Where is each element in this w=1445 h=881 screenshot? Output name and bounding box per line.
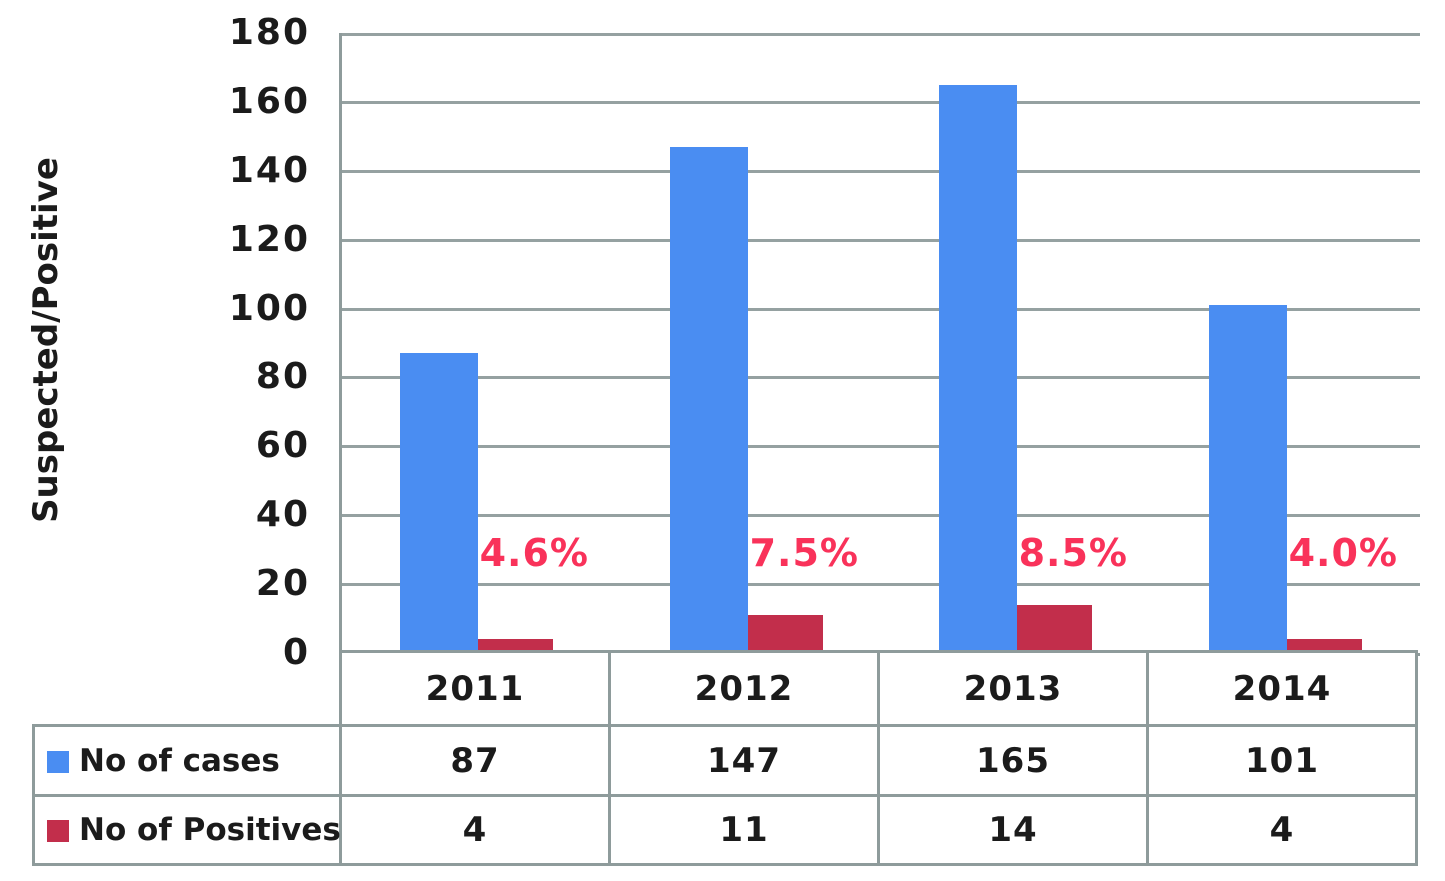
y-axis-title: Suspected/Positive xyxy=(26,157,66,523)
gridline xyxy=(342,514,1420,517)
bar-no-of-cases-2013 xyxy=(939,85,1017,653)
legend-color-swatch-icon xyxy=(47,750,69,773)
legend-label: No of cases xyxy=(79,742,280,779)
table-corner-blank xyxy=(34,652,341,726)
positivity-rate-label: 4.0% xyxy=(1288,531,1398,575)
y-tick-label: 120 xyxy=(228,219,310,260)
gridline xyxy=(342,376,1420,379)
legend-label: No of Positives xyxy=(79,812,341,848)
y-tick-label: 180 xyxy=(228,12,310,53)
y-tick-label: 100 xyxy=(228,288,310,329)
y-tick-label: 80 xyxy=(255,356,310,397)
year-header-cell: 2013 xyxy=(877,650,1149,727)
bar-no-of-positives-2012 xyxy=(748,615,823,653)
data-table: 2011 2012 2013 2014 No of cases 87 147 165 101 No… xyxy=(32,650,1418,866)
bar-no-of-positives-2014 xyxy=(1287,639,1362,653)
y-tick-label: 0 xyxy=(282,632,310,673)
bar-no-of-cases-2012 xyxy=(670,147,748,653)
data-table-container: 2011 2012 2013 2014 No of cases 87 147 165 101 No… xyxy=(32,650,1418,866)
y-tick-label: 20 xyxy=(255,563,310,604)
gridline xyxy=(342,239,1420,242)
plot-area: 4.6% 7.5% 8.5% 4.0% xyxy=(339,33,1420,656)
y-tick-label: 140 xyxy=(228,150,310,191)
bar-no-of-cases-2014 xyxy=(1209,305,1287,653)
legend-cell-no-of-cases: No of cases xyxy=(32,724,342,797)
series-value-cell: 87 xyxy=(339,724,611,797)
bar-no-of-cases-2011 xyxy=(400,353,478,653)
series-value-cell: 4 xyxy=(1146,794,1418,866)
gridline xyxy=(342,101,1420,104)
year-header-cell: 2011 xyxy=(339,650,611,727)
year-header-cell: 2012 xyxy=(608,650,880,727)
gridline xyxy=(342,33,1420,36)
y-tick-label: 60 xyxy=(255,425,310,466)
series-value-cell: 165 xyxy=(877,724,1149,797)
bar-no-of-positives-2013 xyxy=(1017,605,1092,653)
series-value-cell: 4 xyxy=(339,794,611,866)
series-value-cell: 101 xyxy=(1146,724,1418,797)
year-header-cell: 2014 xyxy=(1146,650,1418,727)
gridline xyxy=(342,170,1420,173)
legend-color-swatch-icon xyxy=(47,820,69,842)
bar-no-of-positives-2011 xyxy=(478,639,553,653)
gridline xyxy=(342,445,1420,448)
series-value-cell: 147 xyxy=(608,724,880,797)
y-tick-label: 40 xyxy=(255,494,310,535)
y-tick-label: 160 xyxy=(228,81,310,122)
gridline xyxy=(342,308,1420,311)
series-value-cell: 14 xyxy=(877,794,1149,866)
positivity-rate-label: 7.5% xyxy=(749,531,859,575)
gridline xyxy=(342,583,1420,586)
series-value-cell: 11 xyxy=(608,794,880,866)
positivity-rate-label: 8.5% xyxy=(1018,531,1128,575)
legend-cell-no-of-positives: No of Positives xyxy=(32,794,342,866)
positivity-rate-label: 4.6% xyxy=(479,531,589,575)
